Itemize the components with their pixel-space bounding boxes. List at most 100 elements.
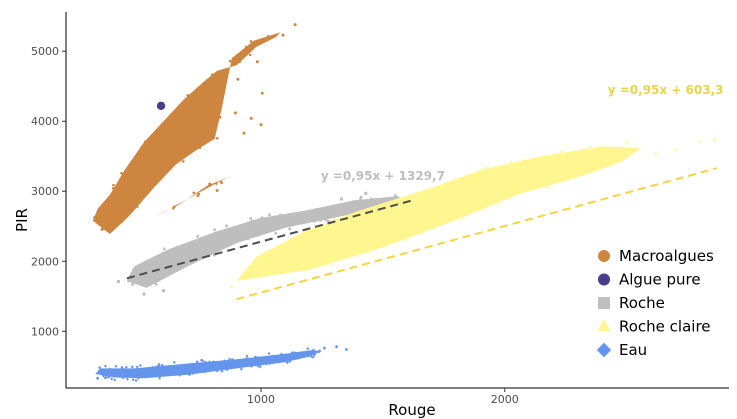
data-point [159, 172, 163, 176]
data-point [315, 208, 319, 211]
data-point [143, 282, 147, 286]
data-point [255, 263, 259, 267]
data-point [97, 370, 102, 374]
data-point [322, 208, 326, 211]
data-point [314, 213, 317, 216]
data-point [120, 370, 124, 375]
data-point [198, 146, 202, 150]
data-point [394, 194, 397, 197]
data-point [191, 371, 195, 376]
data-point [274, 231, 278, 235]
data-point [333, 208, 337, 211]
data-point [571, 163, 575, 167]
data-point [120, 203, 124, 207]
regression-lines [126, 167, 718, 301]
series-macroalgues-cloud [92, 32, 281, 234]
data-point [101, 227, 105, 231]
data-point [193, 92, 196, 96]
data-point [246, 237, 250, 241]
data-point [347, 238, 351, 241]
data-point [585, 163, 589, 167]
data-point [236, 77, 240, 81]
data-point [181, 367, 186, 372]
data-point [248, 362, 252, 366]
data-point [427, 218, 431, 221]
data-point [341, 211, 344, 215]
data-point [331, 228, 335, 232]
data-point [227, 357, 232, 361]
data-point [285, 361, 289, 365]
series-roche-claire [230, 137, 717, 288]
data-point [385, 236, 389, 239]
data-point [488, 184, 492, 187]
data-point [125, 184, 128, 188]
data-point [180, 120, 184, 124]
data-point [252, 41, 256, 45]
data-point [510, 186, 514, 189]
data-point [211, 133, 215, 137]
data-point [177, 248, 180, 252]
data-point [162, 171, 165, 174]
data-point [130, 373, 134, 378]
data-point [400, 223, 404, 227]
data-point [242, 234, 245, 238]
data-point [197, 101, 200, 104]
data-point [201, 90, 205, 93]
data-point [298, 212, 301, 216]
data-point [135, 168, 139, 172]
data-point [387, 207, 391, 211]
data-point [242, 270, 246, 274]
data-point [230, 284, 234, 288]
data-point [508, 196, 512, 200]
data-point [361, 207, 365, 210]
data-point [338, 210, 342, 214]
data-point [244, 363, 248, 367]
data-point [212, 106, 215, 110]
data-point [104, 213, 107, 216]
data-point [226, 239, 230, 242]
data-point [231, 240, 234, 244]
data-point [484, 186, 488, 190]
data-point [249, 116, 253, 120]
data-point [212, 253, 216, 257]
data-point [138, 192, 142, 195]
data-point [482, 201, 486, 205]
y-tick-label: 1000 [31, 325, 59, 338]
data-point [103, 225, 107, 228]
data-point [212, 362, 216, 366]
data-point [445, 185, 449, 189]
data-point [311, 218, 315, 222]
data-point [323, 262, 327, 266]
legend-key-roche-claire [597, 319, 611, 332]
data-point [93, 215, 96, 219]
data-point [214, 368, 218, 372]
data-point [160, 274, 163, 278]
data-point [233, 233, 237, 237]
data-point [238, 234, 242, 238]
data-point [199, 120, 202, 124]
data-point [519, 179, 523, 183]
data-point [410, 221, 414, 225]
data-point [244, 357, 249, 361]
data-point [153, 270, 157, 274]
data-point [324, 218, 328, 222]
data-point [346, 209, 349, 213]
data-point [181, 363, 185, 367]
data-point [381, 231, 385, 235]
data-point [261, 263, 265, 267]
data-point [351, 237, 355, 241]
data-point [164, 262, 168, 266]
data-point [411, 213, 415, 216]
data-point [447, 204, 451, 207]
data-point [602, 158, 606, 161]
equation-labels: y =0,95x + 1329,7 y =0,95x + 603,3 [321, 83, 724, 183]
data-point [424, 192, 428, 196]
data-point [137, 150, 141, 154]
data-point [509, 159, 513, 163]
data-point [435, 196, 439, 200]
data-point [203, 100, 206, 103]
data-point [473, 192, 476, 195]
data-point [143, 278, 147, 282]
data-point [162, 247, 166, 251]
data-point [190, 254, 193, 258]
